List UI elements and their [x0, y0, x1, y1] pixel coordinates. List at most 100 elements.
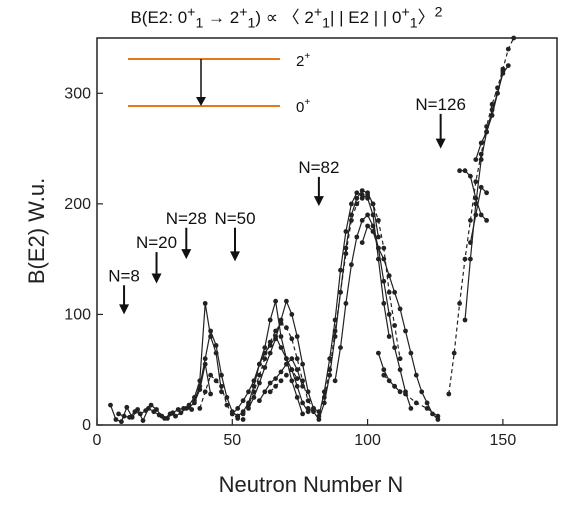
data-point: [381, 245, 387, 251]
data-point: [278, 317, 284, 323]
data-point: [359, 218, 365, 223]
data-point: [178, 410, 184, 416]
data-point: [451, 350, 457, 356]
data-point: [273, 298, 278, 304]
data-point: [267, 350, 273, 356]
data-point: [224, 395, 230, 400]
data-point: [229, 411, 235, 417]
data-point: [108, 402, 113, 408]
data-point: [305, 406, 311, 411]
data-point: [478, 212, 484, 218]
data-point: [294, 395, 300, 400]
data-point: [235, 406, 241, 411]
data-point: [113, 417, 119, 422]
data-point: [413, 400, 419, 406]
data-point: [289, 378, 295, 384]
data-point: [202, 356, 208, 362]
data-point: [473, 212, 479, 218]
data-point: [181, 406, 187, 411]
data-point: [124, 404, 130, 410]
data-point: [332, 334, 338, 339]
data-point: [403, 328, 408, 334]
data-point: [370, 212, 376, 218]
data-point: [273, 328, 278, 334]
data-point: [321, 400, 327, 406]
data-point: [370, 229, 376, 234]
data-point: [376, 245, 381, 251]
data-point: [251, 395, 257, 400]
data-point: [192, 398, 197, 404]
data-point: [397, 367, 403, 373]
x-tick-label: 150: [490, 432, 517, 449]
data-point: [462, 168, 468, 174]
data-point: [300, 361, 305, 367]
data-point: [484, 218, 489, 223]
energy-level-inset: 2+ 0+: [128, 51, 310, 116]
data-point: [435, 413, 441, 419]
data-point: [186, 402, 192, 408]
data-point: [267, 380, 273, 386]
data-point: [430, 411, 435, 417]
data-point: [381, 372, 387, 378]
magic-number-arrowhead: [313, 196, 324, 207]
data-point: [165, 416, 170, 421]
transition-arrow-head: [196, 97, 206, 106]
data-point: [397, 356, 403, 362]
data-point: [202, 389, 208, 395]
data-point: [365, 223, 370, 229]
data-point: [294, 356, 300, 362]
data-point: [262, 345, 268, 350]
data-point: [359, 188, 365, 194]
data-point: [208, 391, 214, 397]
data-point: [478, 184, 484, 190]
data-point: [386, 273, 392, 279]
data-point: [289, 356, 295, 362]
data-point: [284, 298, 289, 304]
data-point: [359, 195, 365, 201]
magic-number-arrowhead: [435, 138, 446, 149]
data-point: [311, 406, 316, 411]
data-point: [403, 391, 408, 397]
data-point: [478, 140, 484, 146]
data-point: [240, 417, 246, 422]
series-line-22: [469, 186, 488, 243]
data-point: [505, 63, 511, 68]
data-point: [173, 413, 178, 419]
data-point: [219, 372, 224, 378]
data-point: [219, 383, 224, 389]
data-point: [289, 367, 295, 373]
data-point: [408, 350, 414, 356]
data-point: [240, 411, 246, 417]
y-tick-label: 100: [64, 306, 91, 323]
data-point: [338, 289, 343, 295]
data-point: [119, 419, 124, 425]
data-point: [311, 409, 316, 415]
data-point: [435, 417, 441, 422]
data-point: [343, 251, 349, 256]
data-point: [140, 418, 146, 423]
data-point: [240, 398, 246, 404]
data-point: [154, 407, 159, 412]
data-point: [349, 201, 354, 207]
data-point: [289, 312, 295, 317]
data-point: [208, 372, 214, 378]
data-point: [349, 218, 354, 223]
y-tick-label: 300: [64, 85, 91, 102]
data-point: [462, 256, 468, 262]
magic-number-arrowhead: [119, 304, 130, 315]
data-point: [300, 383, 305, 389]
data-point: [202, 301, 208, 306]
data-point: [392, 345, 397, 350]
data-point: [257, 398, 262, 404]
y-axis-label: B(E2) W.u.: [24, 178, 49, 284]
data-point: [246, 389, 251, 395]
data-point: [262, 356, 268, 362]
series-line-23: [475, 71, 504, 160]
data-point: [386, 334, 392, 339]
series-line-13: [318, 192, 390, 417]
data-point: [327, 367, 333, 373]
data-point: [208, 328, 214, 334]
data-point: [484, 129, 489, 135]
data-point: [468, 173, 473, 179]
data-point: [457, 301, 462, 306]
